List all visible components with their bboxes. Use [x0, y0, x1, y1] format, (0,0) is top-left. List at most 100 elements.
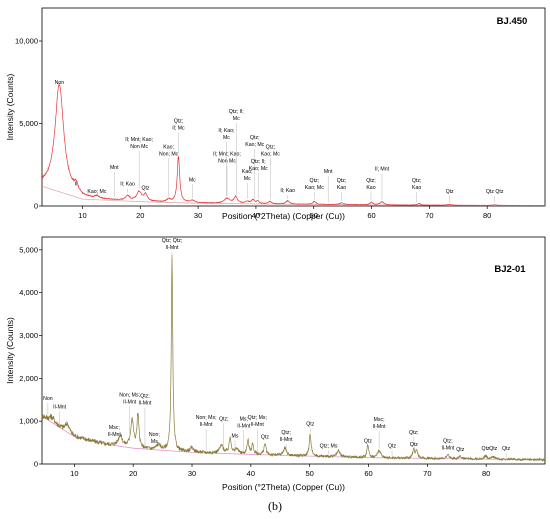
phase-annotation: Kao [366, 185, 375, 191]
phase-annotation: Il; Kao [120, 181, 135, 187]
phase-annotation: Non [55, 80, 65, 86]
y-tick-label: 1,000 [19, 417, 38, 426]
x-tick-label: 20 [136, 211, 144, 220]
y-tick-label: 0 [34, 460, 38, 469]
phase-annotation: Il; Mc [172, 126, 185, 132]
phase-annotation: Non; Ms; [196, 415, 217, 421]
x-tick-label: 60 [364, 469, 372, 478]
phase-annotation: Qtz; [266, 144, 276, 150]
phase-annotation: Qtz Qtz [486, 189, 504, 195]
background-baseline [41, 415, 546, 461]
phase-annotation: Il-Mnt [251, 422, 265, 428]
phase-annotation: Kao; Mc [305, 185, 324, 191]
x-tick-label: 40 [247, 469, 255, 478]
phase-annotation: Il; Mnt; Kao; [125, 137, 153, 143]
y-tick-label: 3,000 [19, 331, 38, 340]
phase-annotation: Il-Mnt [166, 245, 180, 251]
y-axis-label: Intensity (Counts) [5, 317, 15, 384]
phase-annotation: Qtz [456, 447, 464, 453]
phase-annotation: Qtz; [409, 430, 419, 436]
x-tick-label: 20 [129, 469, 137, 478]
phase-annotation: Qtz; Qtz; [162, 238, 182, 244]
phase-annotation: Mc [244, 176, 251, 182]
x-tick-label: 50 [306, 469, 314, 478]
y-tick-label: 4,000 [19, 288, 38, 297]
x-tick-label: 80 [483, 211, 491, 220]
phase-annotation: Qtz; Il; [251, 159, 266, 165]
phase-annotation: Kao; [163, 144, 174, 150]
phase-annotation: Il-Mnt [441, 446, 455, 452]
phase-annotation: Qtz [141, 186, 149, 192]
x-tick-label: 30 [194, 211, 202, 220]
phase-annotation: Qtz; [310, 178, 320, 184]
phase-annotation: Qtz [410, 442, 418, 448]
y-tick-label: 0 [34, 202, 38, 211]
x-axis-label: Position (°2Theta) (Copper (Cu)) [222, 211, 345, 221]
plot-frame [41, 236, 546, 465]
x-tick-label: 50 [310, 211, 318, 220]
x-tick-label: 60 [367, 211, 375, 220]
phase-annotation: Qtz; [250, 135, 260, 141]
phase-annotation: Kao [412, 185, 421, 191]
phase-annotation: Il; Mnt; Kao; [213, 152, 241, 158]
diffraction-series-line [41, 254, 546, 462]
phase-annotation: Qtz; Il; [229, 109, 244, 115]
phase-annotation: Ms [151, 439, 158, 445]
phase-annotation: Il; Mnt [375, 167, 390, 173]
phase-annotation: Il; Kao; [218, 128, 234, 134]
phase-annotation: Il-Mnt [373, 424, 387, 430]
phase-annotation: Mc [189, 177, 196, 183]
phase-annotation: Mnt [110, 165, 119, 171]
phase-annotation: Non Mc [130, 144, 148, 150]
phase-annotation: Qtz [306, 421, 314, 427]
phase-annotation: Qtz; Ms; [248, 415, 267, 421]
phase-annotation: Qtz [261, 434, 269, 440]
phase-annotation: Il-Mnt [123, 399, 137, 405]
phase-annotation: Qtz; [337, 178, 347, 184]
panel-caption: (b) [268, 499, 282, 513]
phase-annotation: Qtz; [412, 178, 422, 184]
phase-annotation: Non; Ms; [119, 392, 140, 398]
phase-annotation: Qtz; [281, 430, 291, 436]
phase-annotation: Non; [149, 432, 160, 438]
phase-annotation: Mc [233, 116, 240, 122]
x-axis-label: Position (°2Theta) (Copper (Cu)) [222, 482, 345, 492]
phase-annotation: Il-Mnt [200, 422, 214, 428]
phase-annotation: Kao; Mc [249, 166, 268, 172]
phase-annotation: Qtz [446, 189, 454, 195]
phase-annotation: Msc; [109, 425, 120, 431]
phase-annotation: Il-Mnt [280, 437, 294, 443]
x-tick-label: 10 [78, 211, 86, 220]
plot-frame [41, 7, 546, 207]
x-tick-label: 70 [425, 211, 433, 220]
phase-annotation: Il-Mnt [237, 423, 251, 429]
phase-annotation: Qtz [388, 444, 396, 450]
phase-annotation: Il-Mnt [138, 401, 152, 407]
y-tick-label: 2,000 [19, 374, 38, 383]
chart-panel-1: 10 20 30 40 50 60 70 80 0 1,000 2,000 3,000 4,000 5,0… [5, 236, 546, 513]
chart-panel-0: 10 20 30 40 50 60 70 80 0 5,000 10,000 Position (°2… [5, 7, 546, 256]
x-tick-label: 70 [423, 469, 431, 478]
phase-annotation: Qtz; [219, 416, 229, 422]
x-tick-label: 30 [188, 469, 196, 478]
phase-annotation: Non [43, 396, 53, 402]
phase-annotation: Non Mc [218, 159, 236, 165]
x-tick-label: 10 [70, 469, 78, 478]
phase-annotation: Il [75, 181, 78, 187]
phase-annotation: Il-Mnt [108, 432, 122, 438]
phase-annotation: Mc [223, 135, 230, 141]
phase-annotation: Msc; [374, 417, 385, 423]
phase-annotation: Ms [232, 433, 239, 439]
x-tick-label: 40 [252, 211, 260, 220]
y-tick-label: 10,000 [15, 37, 38, 46]
phase-annotation: Ms; [240, 416, 248, 422]
y-tick-label: 5,000 [19, 245, 38, 254]
phase-annotation: Kao; Mc [245, 142, 264, 148]
phase-annotation: Qtz [364, 439, 372, 445]
phase-annotation: Kao; Mc [261, 151, 280, 157]
phase-annotation: Qtz; [174, 119, 184, 125]
phase-annotation: Kao; Mc [87, 189, 106, 195]
x-tick-label: 80 [482, 469, 490, 478]
phase-annotation: Qtz; [366, 178, 376, 184]
